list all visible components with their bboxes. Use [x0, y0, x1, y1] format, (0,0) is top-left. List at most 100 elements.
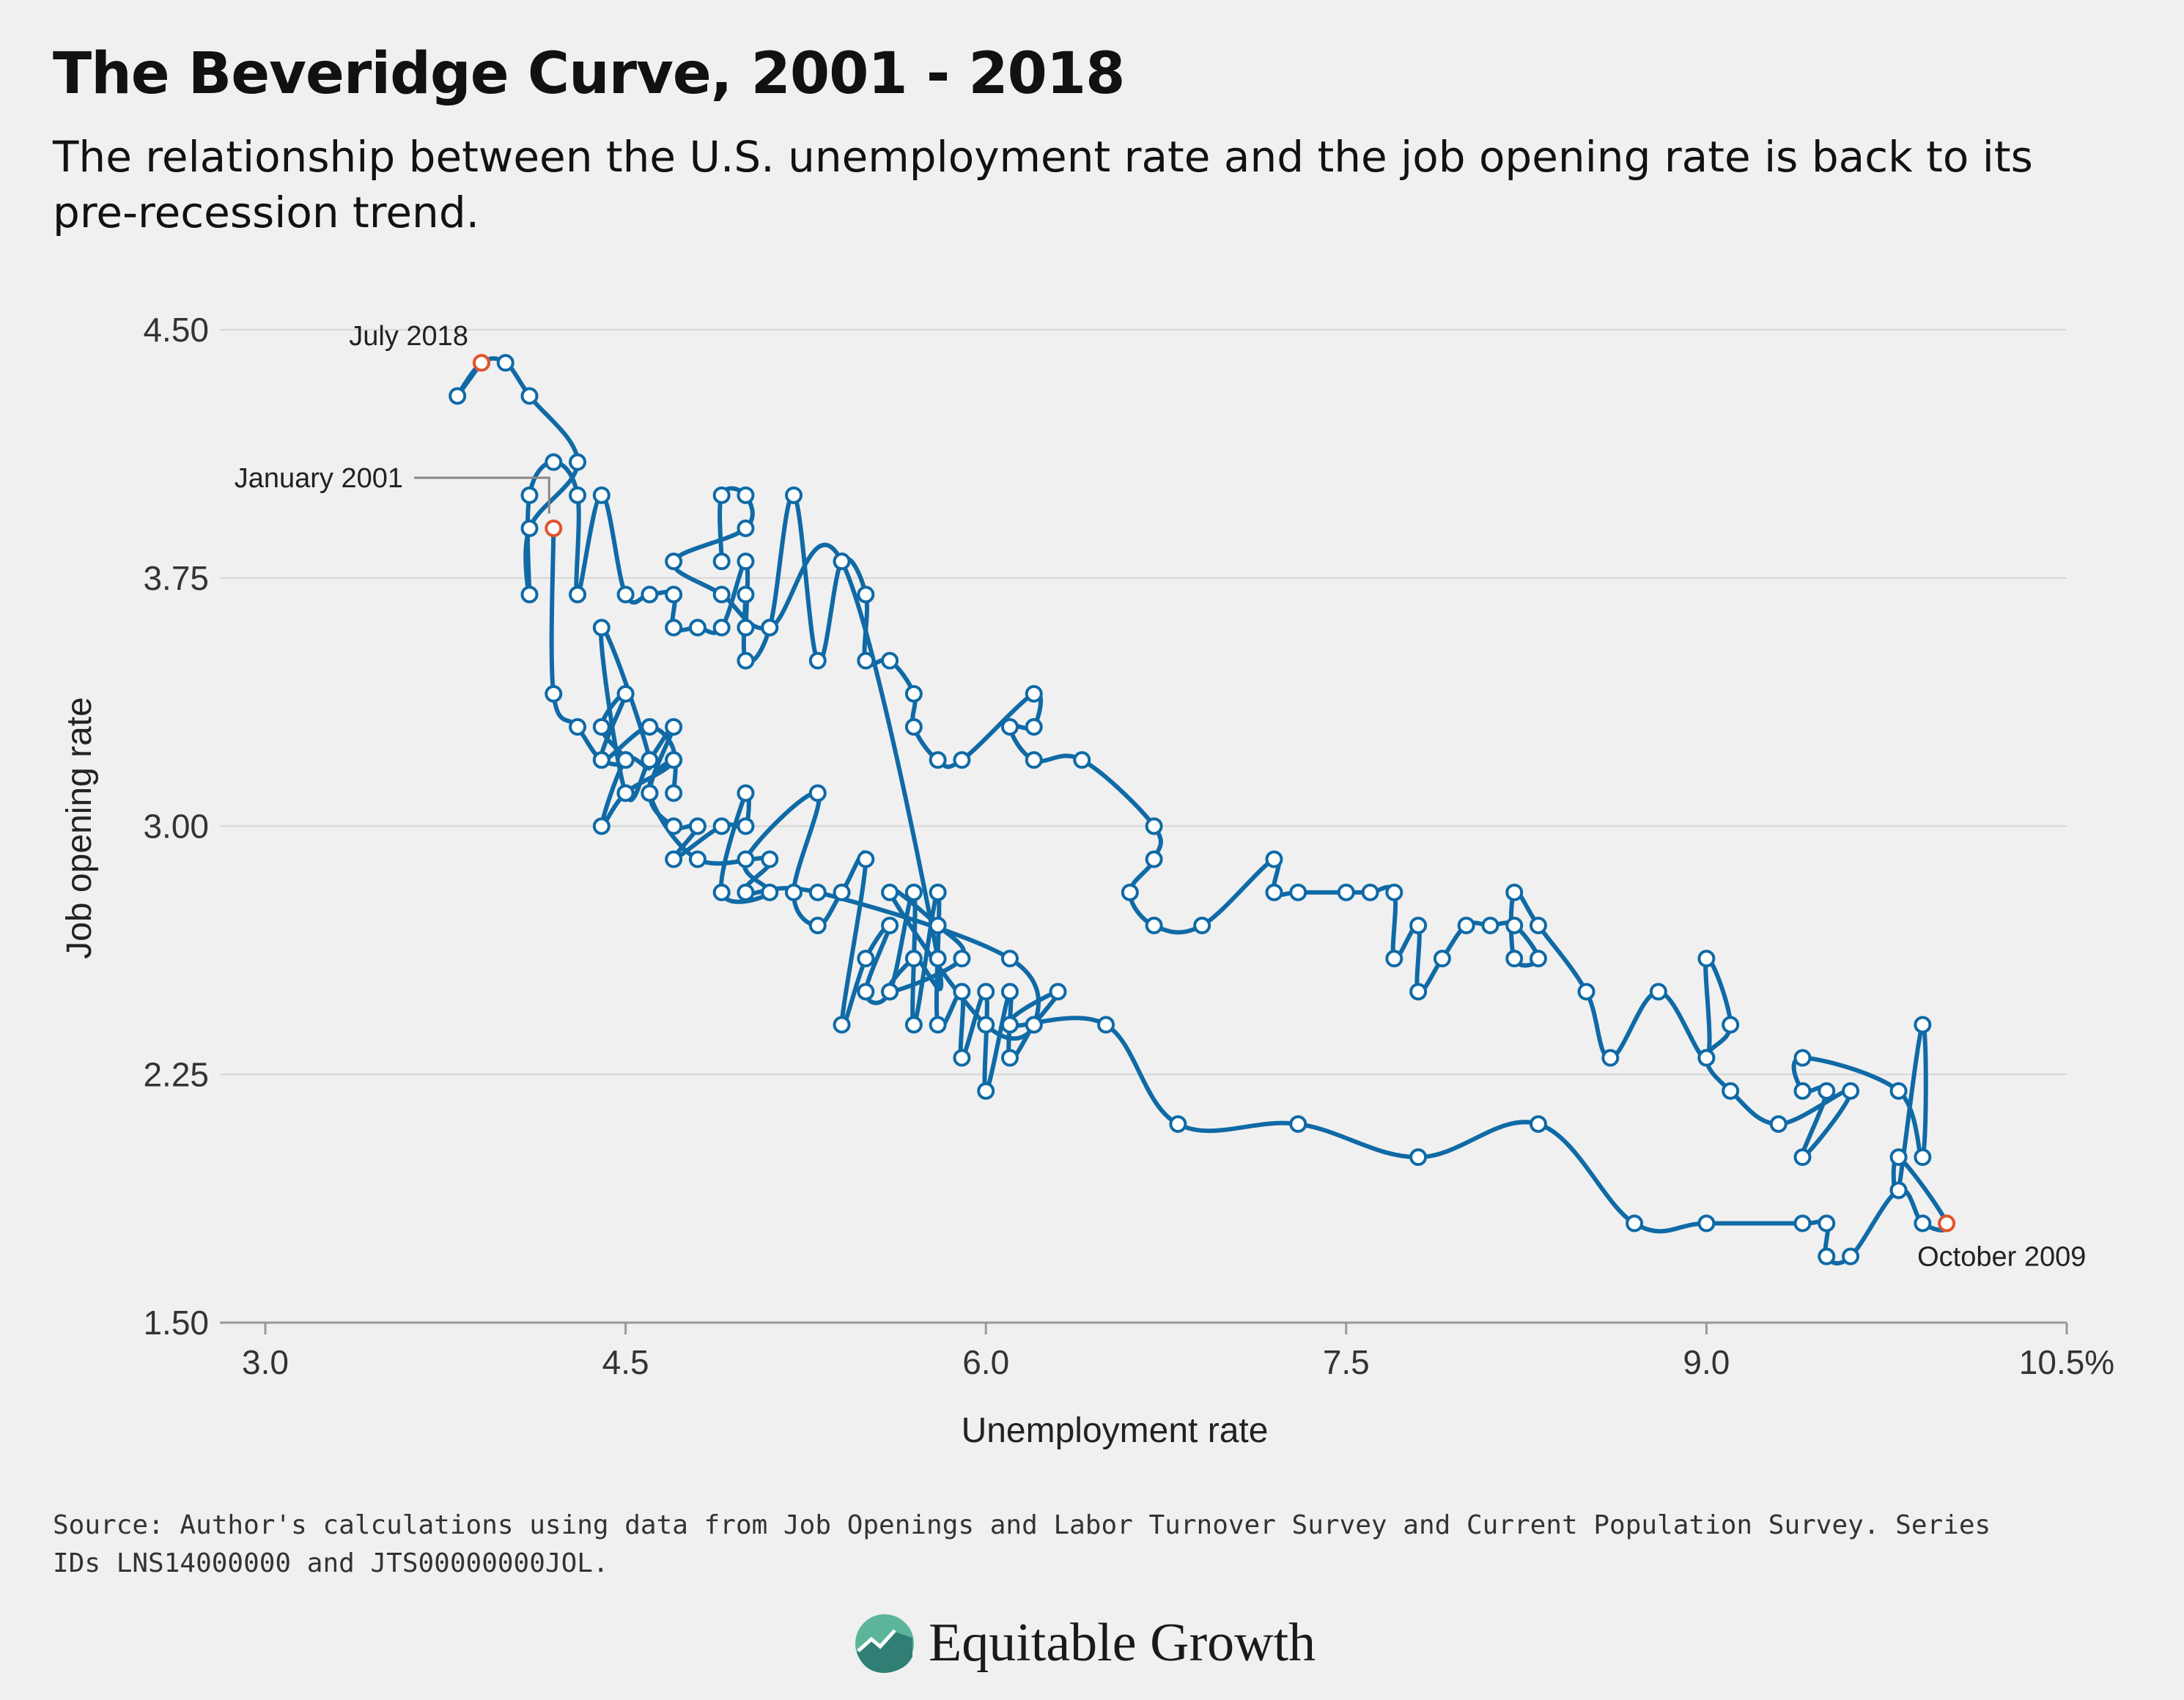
data-point	[808, 651, 827, 670]
data-point	[1265, 883, 1283, 901]
data-point	[688, 618, 707, 637]
y-tick-label: 3.00	[143, 808, 209, 846]
data-point	[1145, 817, 1163, 835]
data-point	[1433, 950, 1451, 968]
data-point	[520, 486, 539, 504]
data-point	[953, 983, 971, 1001]
data-point	[737, 585, 755, 604]
data-point	[1097, 1016, 1115, 1034]
data-point	[1049, 983, 1067, 1001]
data-point	[1505, 917, 1524, 934]
data-point	[665, 552, 683, 571]
data-point	[1601, 1049, 1620, 1067]
y-tick-label: 4.50	[143, 311, 209, 349]
data-point	[1409, 983, 1428, 1001]
data-point	[977, 1082, 995, 1100]
data-point	[1385, 883, 1403, 901]
data-point	[1000, 718, 1019, 736]
data-point	[712, 817, 731, 835]
data-point	[1529, 950, 1547, 968]
data-point	[1000, 983, 1019, 1001]
data-point	[712, 552, 731, 571]
chart-title: The Beveridge Curve, 2001 - 2018	[53, 41, 1125, 107]
data-point	[665, 784, 683, 802]
annotation-january-2001: January 2001	[235, 463, 403, 494]
annotations: July 2018 January 2001 October 2009	[235, 321, 2087, 1272]
data-point	[881, 917, 899, 934]
data-point	[808, 784, 827, 802]
data-point	[737, 817, 755, 835]
data-point	[737, 651, 755, 670]
chart-subtitle: The relationship between the U.S. unempl…	[53, 132, 2033, 237]
data-point	[1385, 950, 1403, 968]
data-point	[1889, 1181, 1908, 1200]
data-point	[904, 718, 923, 736]
data-point	[641, 585, 659, 604]
data-point	[665, 718, 683, 736]
data-point	[1914, 1016, 1932, 1034]
data-point	[904, 883, 923, 901]
data-point	[592, 486, 610, 504]
data-point	[1914, 1148, 1932, 1167]
data-point	[1505, 950, 1524, 968]
annotation-leader-line	[414, 476, 550, 514]
data-point	[929, 883, 947, 901]
data-point	[641, 718, 659, 736]
y-tick-label: 2.25	[143, 1055, 209, 1093]
data-point	[545, 453, 563, 471]
data-point	[1193, 917, 1211, 934]
x-tick-label: 10.5%	[2019, 1343, 2114, 1381]
data-point	[592, 817, 610, 835]
data-point	[520, 387, 539, 405]
data-point	[1457, 917, 1475, 934]
logo-text: Equitable Growth	[929, 1613, 1316, 1673]
data-point	[953, 1049, 971, 1067]
data-point	[1529, 917, 1547, 934]
data-point	[1818, 1082, 1836, 1100]
data-point	[1697, 1214, 1716, 1232]
data-point	[592, 718, 610, 736]
data-point	[569, 453, 587, 471]
series-line-path-loop	[646, 486, 1041, 1041]
data-point	[712, 486, 731, 504]
data-point	[977, 983, 995, 1001]
data-point	[929, 950, 947, 968]
data-point	[785, 883, 803, 901]
data-point	[1529, 1115, 1547, 1133]
data-point	[1793, 1148, 1812, 1167]
data-point	[904, 684, 923, 703]
data-point	[929, 917, 947, 934]
data-point	[737, 850, 755, 868]
data-point	[1000, 1016, 1019, 1034]
data-point	[1842, 1247, 1860, 1265]
logo: Equitable Growth	[854, 1612, 1316, 1674]
data-point	[1793, 1214, 1812, 1232]
data-point	[665, 585, 683, 604]
data-point	[881, 883, 899, 901]
data-point	[545, 684, 563, 703]
data-point	[857, 950, 875, 968]
data-point	[737, 486, 755, 504]
data-point	[857, 651, 875, 670]
data-point	[1337, 883, 1355, 901]
data-point	[496, 354, 514, 372]
data-point	[737, 618, 755, 637]
data-point	[881, 651, 899, 670]
data-point	[665, 850, 683, 868]
data-point	[616, 585, 635, 604]
data-point	[1361, 883, 1379, 901]
annotation-july-2018: July 2018	[349, 321, 468, 352]
data-point	[1025, 1016, 1043, 1034]
data-point	[1145, 850, 1163, 868]
data-point	[1505, 883, 1524, 901]
data-point	[712, 585, 731, 604]
data-point	[1793, 1082, 1812, 1100]
data-point	[808, 883, 827, 901]
data-point	[1914, 1214, 1932, 1232]
data-point	[1409, 917, 1428, 934]
data-point	[592, 751, 610, 769]
data-point	[1073, 751, 1091, 769]
data-point	[1769, 1115, 1788, 1133]
data-point	[1409, 1148, 1428, 1167]
highlight-point	[545, 520, 563, 537]
